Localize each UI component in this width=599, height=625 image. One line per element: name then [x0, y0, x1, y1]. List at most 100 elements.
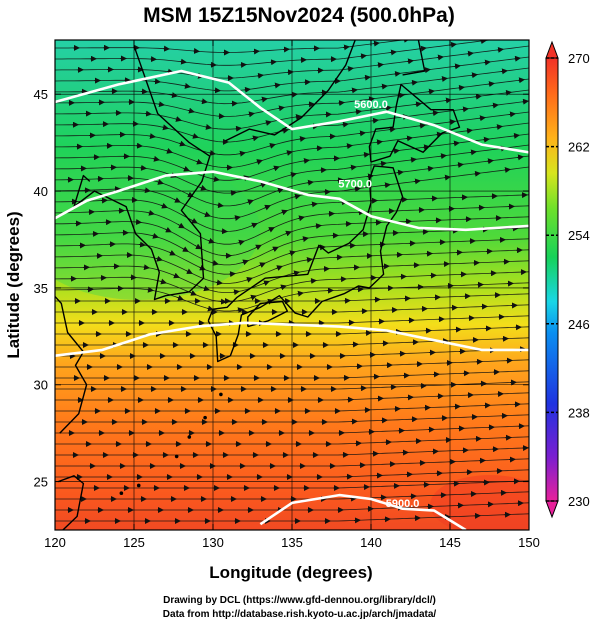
- wind-arrow: [146, 286, 154, 293]
- colorbar-label: 262: [568, 140, 590, 155]
- wind-arrow: [191, 133, 199, 139]
- wind-arrow: [512, 132, 520, 139]
- wind-arrow: [284, 230, 292, 237]
- wind-arrow: [255, 159, 263, 165]
- contour-label: 5900.0: [386, 498, 420, 510]
- wind-arrow: [465, 127, 473, 134]
- wind-arrow: [349, 164, 357, 171]
- wind-arrow: [208, 149, 216, 156]
- wind-arrow: [461, 106, 469, 113]
- wind-arrow: [245, 277, 253, 283]
- wind-arrow: [285, 150, 293, 156]
- wind-arrow: [143, 187, 151, 194]
- wind-arrow: [362, 151, 370, 158]
- wind-arrow: [463, 32, 469, 33]
- wind-arrow: [516, 154, 524, 161]
- wind-arrow: [216, 202, 224, 209]
- wind-arrow: [367, 96, 375, 103]
- coastline: [368, 83, 461, 163]
- wind-arrow: [296, 290, 304, 297]
- wind-arrow: [392, 148, 400, 155]
- coastline: [73, 45, 211, 301]
- wind-arrow: [433, 35, 439, 36]
- wind-arrow: [267, 227, 275, 233]
- wind-arrow: [521, 98, 529, 105]
- wind-arrow: [195, 158, 203, 165]
- wind-arrow: [183, 82, 191, 89]
- wind-arrow: [500, 68, 508, 75]
- wind-arrow: [478, 115, 486, 122]
- wind-arrow: [388, 126, 396, 133]
- colorbar-label: 246: [568, 317, 590, 332]
- wind-arrow: [251, 135, 259, 142]
- wind-arrow: [178, 140, 186, 147]
- island: [187, 435, 192, 439]
- wind-arrow: [456, 162, 464, 168]
- coastline: [57, 475, 85, 530]
- wind-arrow: [431, 110, 439, 117]
- wind-arrow: [483, 59, 491, 66]
- streamline: [55, 447, 529, 456]
- wind-arrow: [503, 167, 511, 174]
- wind-arrow: [232, 289, 240, 296]
- colorbar-gradient: [545, 57, 559, 502]
- wind-arrow: [138, 241, 146, 248]
- wind-arrow: [453, 63, 461, 70]
- wind-arrow: [448, 119, 456, 125]
- y-tick-label: 25: [34, 475, 48, 490]
- wind-arrow: [153, 78, 161, 85]
- x-tick-label: 125: [123, 535, 145, 550]
- x-tick-label: 150: [518, 535, 540, 550]
- wind-arrow: [376, 62, 384, 69]
- wind-arrow: [345, 143, 353, 150]
- wind-arrow: [290, 91, 298, 98]
- wind-arrow: [147, 209, 155, 216]
- plot-area: 5600.0 5700.0 5900.0: [55, 28, 529, 530]
- wind-arrow: [241, 259, 249, 266]
- wind-arrow: [276, 187, 284, 194]
- y-tick-label: 35: [34, 281, 48, 296]
- wind-arrow: [157, 101, 165, 108]
- wind-arrow: [504, 89, 512, 96]
- streamline: [55, 337, 529, 346]
- wind-arrow: [414, 101, 422, 108]
- wind-arrow: [243, 86, 251, 93]
- wind-arrow: [289, 172, 297, 178]
- wind-arrow: [389, 49, 397, 56]
- wind-arrow: [258, 262, 266, 268]
- coastline: [247, 300, 288, 328]
- x-tick-label: 135: [281, 535, 303, 550]
- streamline: [55, 40, 406, 53]
- wind-arrow: [233, 215, 241, 221]
- wind-arrow: [354, 108, 362, 115]
- wind-arrow: [249, 294, 257, 301]
- wind-arrow: [185, 268, 193, 274]
- wind-arrow: [294, 114, 302, 120]
- colorbar: 270 262 254 246 238 230: [545, 40, 590, 519]
- wind-arrow: [336, 177, 344, 184]
- wind-arrow: [493, 28, 499, 29]
- x-axis-ticks: 120 125 130 135 140 145 150: [44, 40, 540, 550]
- y-axis-label: Latitude (degrees): [4, 211, 23, 358]
- wind-arrow: [199, 185, 207, 191]
- wind-arrow: [142, 264, 150, 271]
- colorbar-min-triangle: [545, 500, 559, 519]
- wind-arrow: [288, 250, 296, 257]
- wind-arrow: [358, 130, 366, 137]
- wind-arrow: [375, 139, 383, 146]
- wind-arrow: [309, 278, 317, 284]
- wind-arrow: [302, 157, 310, 164]
- wind-arrow: [212, 176, 220, 183]
- wind-arrow: [379, 160, 387, 167]
- wind-arrow: [286, 69, 294, 76]
- wind-arrow: [207, 238, 215, 244]
- wind-arrow: [418, 122, 426, 129]
- wind-arrow: [264, 120, 272, 126]
- wind-arrow: [172, 272, 180, 279]
- wind-arrow: [238, 150, 246, 157]
- y-tick-label: 40: [34, 184, 48, 199]
- coastline: [55, 295, 88, 434]
- wind-arrow: [363, 74, 371, 81]
- wind-arrow: [449, 41, 457, 48]
- streamline: [55, 227, 529, 266]
